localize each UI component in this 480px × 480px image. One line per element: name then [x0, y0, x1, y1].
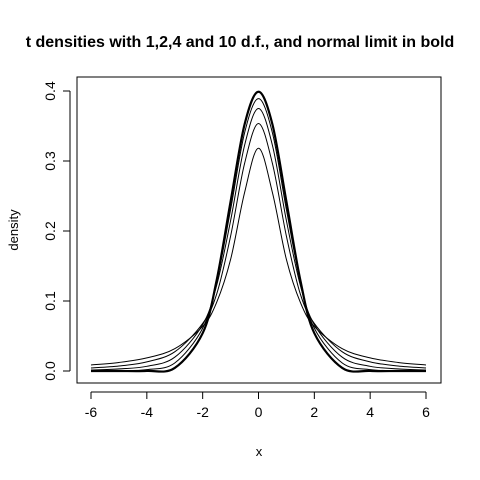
- y-axis-label: density: [6, 209, 21, 251]
- x-tick-label: 6: [422, 404, 430, 420]
- y-tick-label: 0.3: [42, 151, 58, 171]
- x-tick-label: -6: [85, 404, 98, 420]
- series-line-4: [90, 98, 427, 372]
- x-tick-label: -2: [196, 404, 209, 420]
- series-line-1: [90, 147, 427, 366]
- x-tick-label: -4: [141, 404, 154, 420]
- y-tick-label: 0.2: [42, 221, 58, 241]
- x-tick-label: 2: [310, 404, 318, 420]
- plot-frame: [76, 76, 442, 384]
- axis-layer: -6 -4 -2 0 2 4 6 0.0 0.1 0.2 0.3 0.4: [42, 81, 430, 420]
- x-tick-label: 0: [255, 404, 263, 420]
- y-tick-label: 0.1: [42, 291, 58, 311]
- series-line-3: [90, 107, 427, 371]
- x-axis-label: x: [256, 444, 263, 459]
- x-tick-label: 4: [366, 404, 374, 420]
- chart-title: t densities with 1,2,4 and 10 d.f., and …: [26, 34, 455, 51]
- y-tick-label: 0.0: [42, 361, 58, 381]
- y-tick-label: 0.4: [42, 81, 58, 101]
- series-line-2: [90, 122, 427, 369]
- series-line-5: [90, 90, 427, 373]
- series-layer: [90, 90, 427, 373]
